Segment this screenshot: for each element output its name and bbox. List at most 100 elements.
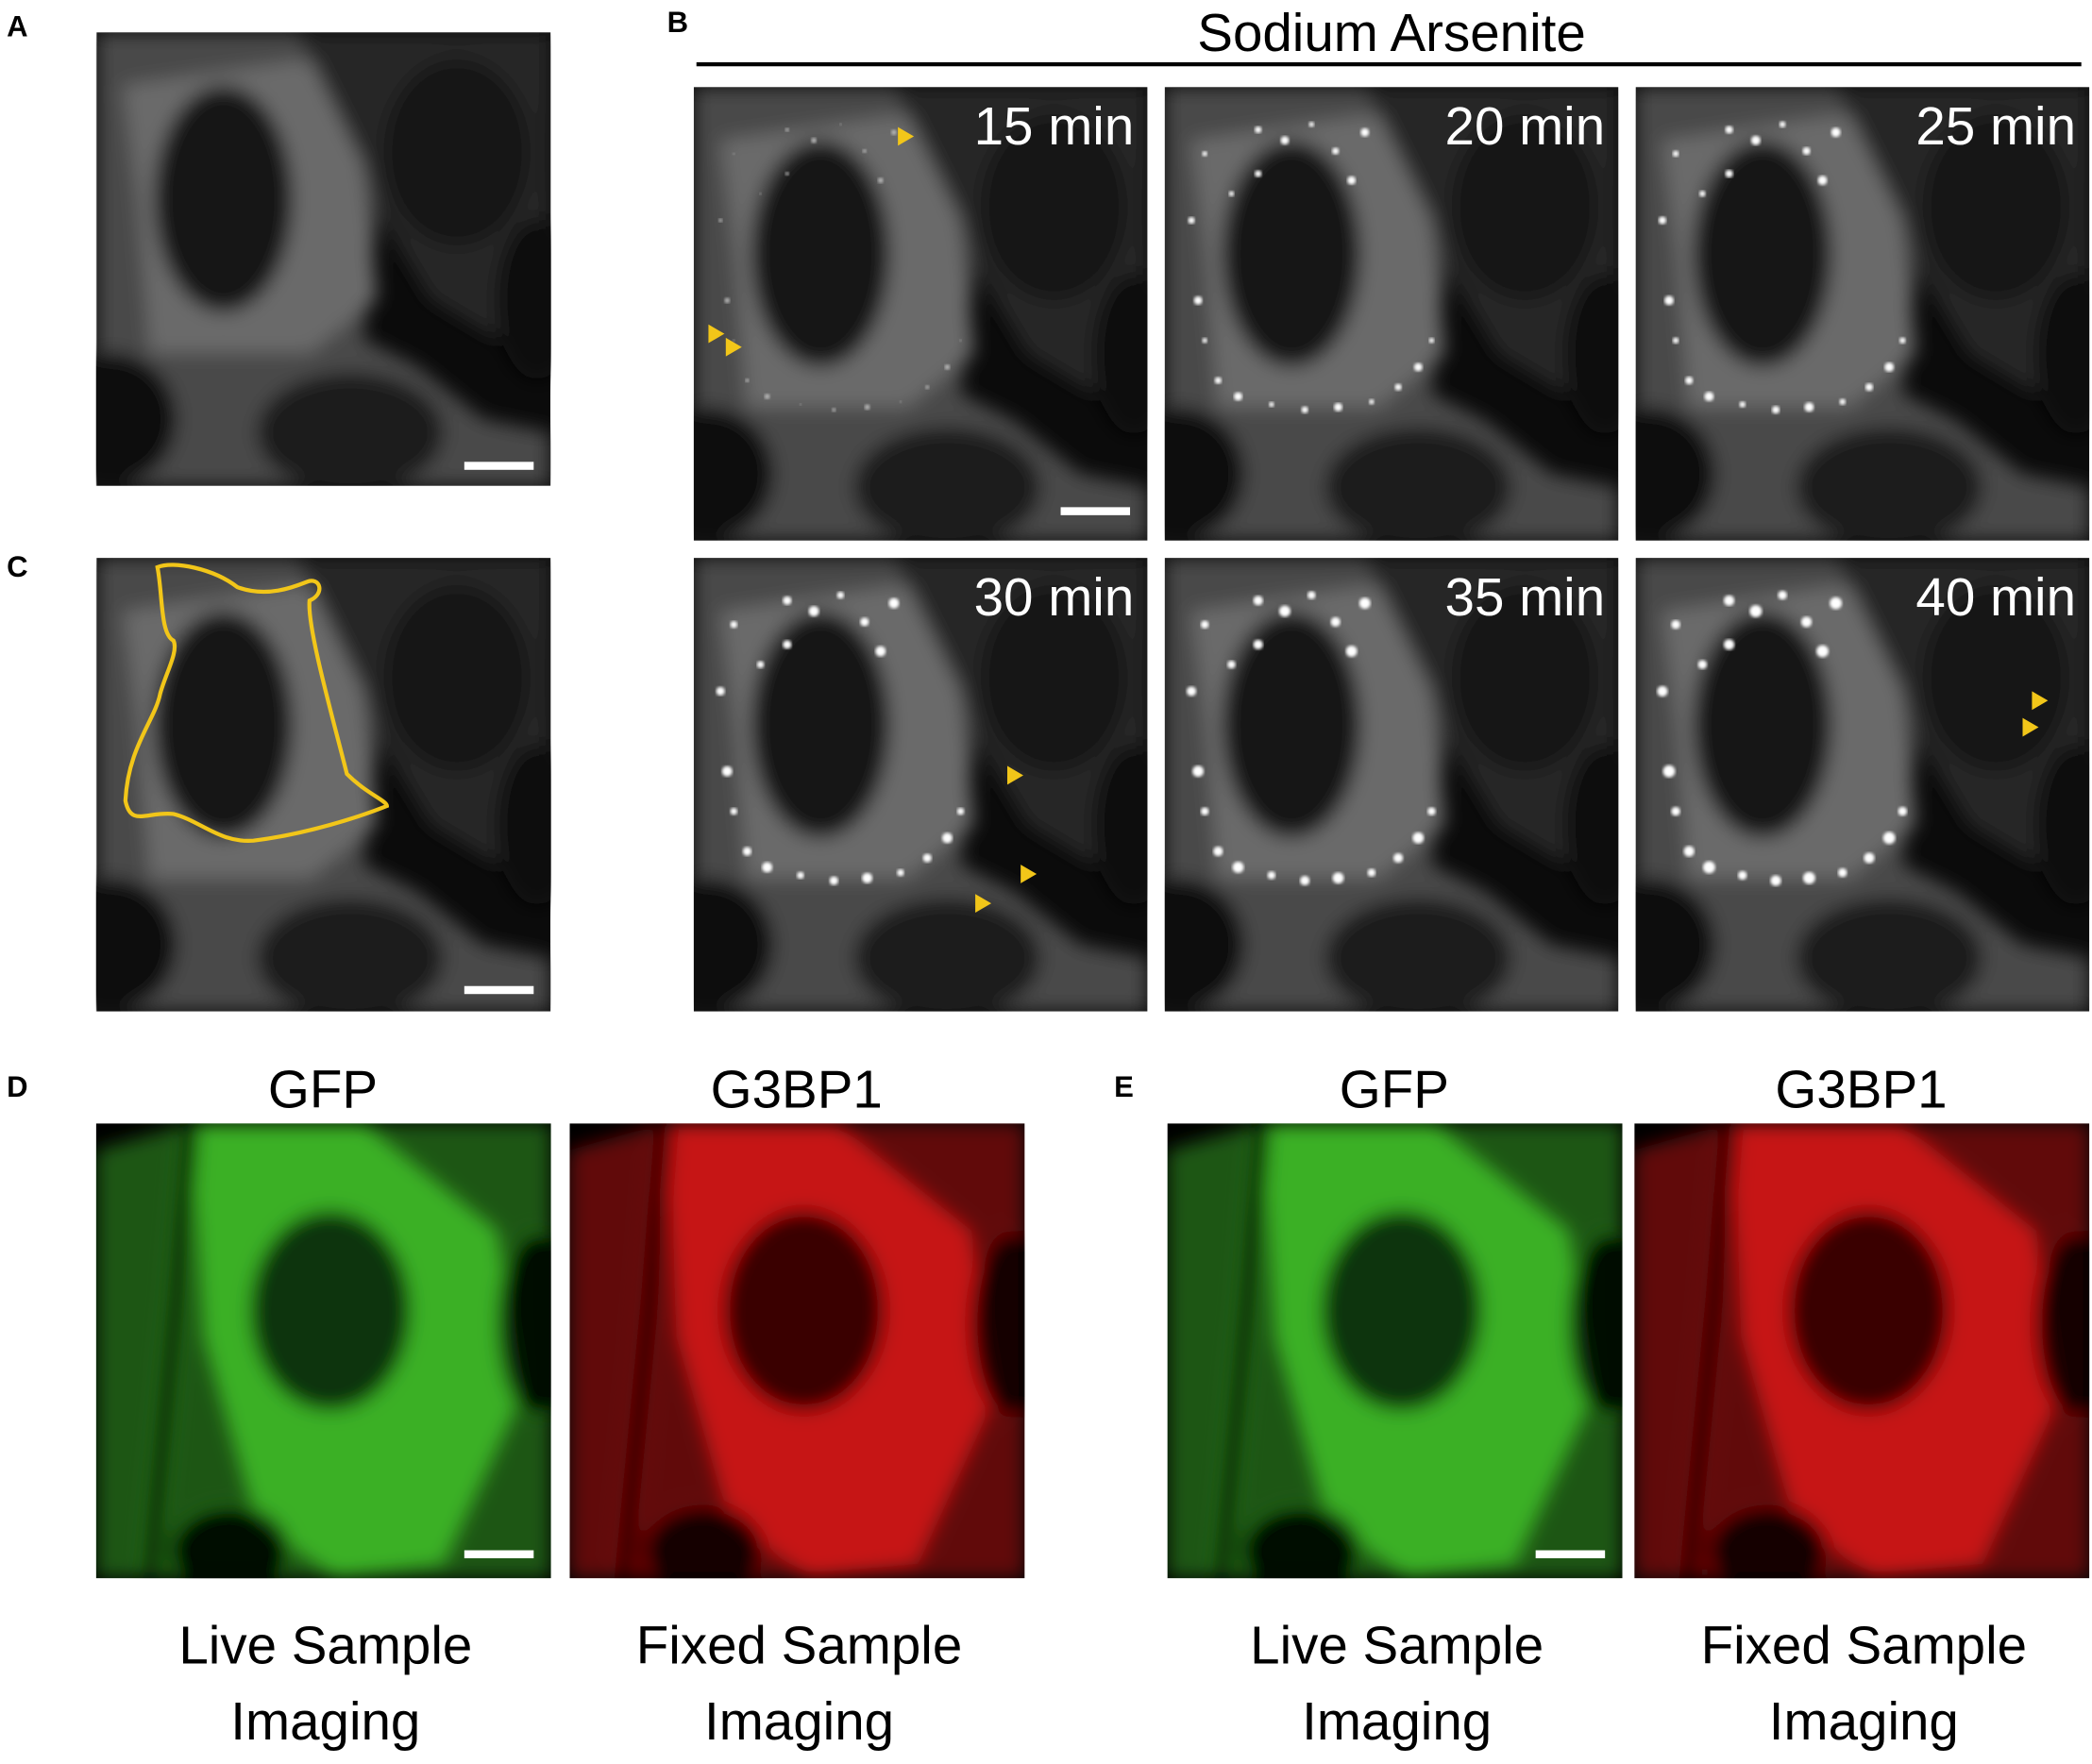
- granule: [829, 876, 838, 885]
- granule: [1308, 122, 1314, 127]
- time-label: 20 min: [1445, 96, 1606, 156]
- granule: [944, 364, 951, 370]
- granule: [1699, 191, 1706, 197]
- panel-label: E: [1114, 1070, 1134, 1103]
- granule: [1192, 765, 1205, 778]
- granule: [862, 149, 867, 154]
- granule: [1884, 362, 1895, 372]
- granule: [721, 765, 733, 777]
- image-caption: Imaging: [230, 1691, 420, 1751]
- micrograph: [1634, 1123, 2092, 1598]
- scale-bar: [464, 985, 534, 995]
- granule: [1800, 616, 1813, 628]
- granule: [897, 868, 904, 877]
- granule: [1725, 169, 1733, 178]
- micrograph: [640, 558, 1173, 1018]
- granule: [1817, 176, 1828, 186]
- granule: [1839, 398, 1846, 405]
- granule: [1253, 639, 1263, 650]
- image-caption: Fixed Sample: [1701, 1616, 2028, 1675]
- granule: [1683, 846, 1695, 857]
- scale-bar: [464, 462, 534, 470]
- granule: [1253, 596, 1263, 606]
- time-series: 15 min 20 min 25 min 30 min 35 min 40 min: [640, 87, 2092, 1017]
- panel-label: A: [7, 9, 27, 42]
- arrowhead: [975, 894, 992, 914]
- granule: [1428, 337, 1435, 344]
- granule: [1228, 191, 1235, 197]
- granule: [875, 646, 886, 657]
- granule: [797, 871, 804, 880]
- granule: [1394, 383, 1402, 391]
- granule: [745, 378, 750, 383]
- granule: [1334, 402, 1342, 412]
- granule: [1671, 806, 1680, 816]
- granule: [1369, 398, 1375, 405]
- panel-e: GFP Live Sample Imaging G3BP1 Fixed Sample Im…: [1168, 1059, 2092, 1751]
- granule: [1779, 121, 1786, 128]
- granule: [1898, 806, 1908, 816]
- granule: [1804, 402, 1814, 412]
- granule: [891, 129, 897, 136]
- granule: [808, 606, 819, 617]
- image-heading: G3BP1: [711, 1059, 883, 1118]
- granule: [730, 620, 738, 629]
- granule: [1234, 392, 1242, 401]
- granule: [783, 640, 792, 649]
- granule: [1725, 126, 1733, 134]
- granule: [718, 218, 723, 223]
- granule: [1816, 645, 1829, 658]
- granule: [1227, 660, 1236, 669]
- granule: [730, 807, 738, 815]
- image-heading: GFP: [1340, 1059, 1449, 1118]
- micrograph: [1111, 87, 1645, 547]
- granule: [1830, 127, 1841, 138]
- granule: [1202, 337, 1207, 344]
- granule: [1255, 170, 1262, 177]
- granule: [1830, 596, 1843, 610]
- granule: [1685, 377, 1694, 385]
- granule: [1280, 136, 1290, 145]
- micrograph: [1582, 87, 2092, 547]
- image-caption: Imaging: [1302, 1691, 1492, 1751]
- granule: [899, 400, 903, 403]
- arrowhead: [708, 324, 725, 344]
- granule: [836, 591, 845, 599]
- granule: [756, 661, 765, 668]
- granule: [1267, 871, 1276, 880]
- granule: [783, 596, 792, 605]
- granule: [1778, 590, 1787, 600]
- roi-outline: [123, 563, 389, 843]
- granule: [1301, 406, 1308, 413]
- micrograph: [1168, 1123, 1649, 1598]
- granule: [1255, 126, 1262, 134]
- granule: [1188, 216, 1195, 225]
- granule: [764, 394, 770, 399]
- granule: [1864, 852, 1875, 864]
- granule: [1213, 846, 1223, 857]
- granule: [1724, 595, 1735, 606]
- granule: [864, 404, 870, 411]
- granule: [1347, 176, 1357, 185]
- scale-bar: [464, 1550, 534, 1559]
- micrograph: [569, 1123, 1051, 1598]
- granule: [1802, 871, 1815, 884]
- micrograph: [1582, 558, 2092, 1018]
- arrowhead: [898, 126, 915, 146]
- granule: [832, 408, 836, 412]
- granule: [860, 617, 869, 627]
- granule: [862, 872, 873, 883]
- granule: [742, 847, 752, 856]
- granule: [811, 137, 817, 143]
- granule: [1664, 295, 1674, 306]
- image-caption: Fixed Sample: [636, 1616, 963, 1675]
- granule: [1308, 591, 1316, 599]
- granule: [762, 862, 773, 873]
- granule: [1413, 362, 1423, 372]
- granule: [1200, 620, 1209, 629]
- granule: [1882, 832, 1896, 845]
- granule: [1750, 135, 1761, 145]
- granule: [1186, 686, 1197, 697]
